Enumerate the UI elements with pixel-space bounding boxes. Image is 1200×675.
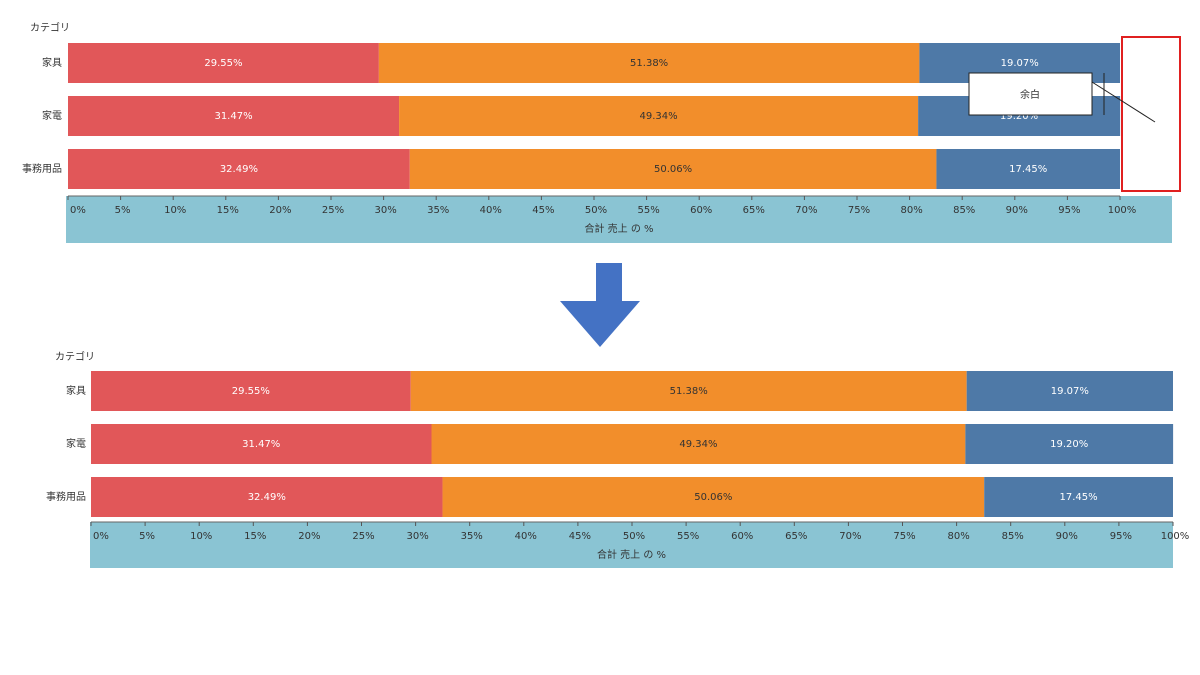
bar-segment [378,43,920,83]
x-tick-label: 20% [298,531,320,542]
bar-segment [409,149,937,189]
x-axis-title: 合計 売上 の % [584,222,653,235]
x-tick-label: 35% [427,205,449,216]
value-label: 19.07% [1001,58,1039,69]
category-label: 事務用品 [46,490,86,503]
bar-segment [68,149,410,189]
value-label: 50.06% [694,492,732,503]
x-tick-label: 15% [217,205,239,216]
x-tick-label: 10% [190,531,212,542]
value-label: 17.45% [1060,492,1098,503]
x-tick-label: 50% [623,531,645,542]
x-tick-label: 95% [1058,205,1080,216]
x-tick-label: 0% [93,531,109,542]
x-tick-label: 70% [795,205,817,216]
bar-segment [68,43,379,83]
x-tick-label: 90% [1056,531,1078,542]
x-tick-label: 55% [637,205,659,216]
value-label: 32.49% [220,164,258,175]
value-label: 31.47% [214,111,252,122]
x-tick-label: 25% [322,205,344,216]
x-tick-label: 60% [731,531,753,542]
x-tick-label: 85% [953,205,975,216]
value-label: 49.34% [679,439,717,450]
annotation-text: 余白 [1020,88,1040,101]
callout-line [1091,81,1156,123]
margin-highlight [1121,36,1181,192]
x-tick-label: 40% [515,531,537,542]
axis-band [66,196,1172,243]
arrow-shaft [596,263,622,301]
value-label: 19.07% [1051,386,1089,397]
value-label: 19.20% [1000,111,1038,122]
bar-segment [431,424,966,464]
x-tick-label: 45% [532,205,554,216]
x-tick-label: 5% [139,531,155,542]
value-label: 51.38% [630,58,668,69]
bar-segment [965,424,1174,464]
x-tick-label: 80% [900,205,922,216]
x-tick-label: 10% [164,205,186,216]
category-label: 家電 [66,437,86,450]
x-tick-label: 15% [244,531,266,542]
value-label: 32.49% [248,492,286,503]
x-tick-label: 55% [677,531,699,542]
bar-segment [399,96,919,136]
x-tick-label: 65% [743,205,765,216]
bar-segment [410,371,967,411]
x-tick-label: 20% [269,205,291,216]
value-label: 50.06% [654,164,692,175]
category-header: カテゴリ [55,350,95,363]
x-axis-title: 合計 売上 の % [597,548,666,561]
bar-segment [68,96,400,136]
x-tick-label: 95% [1110,531,1132,542]
x-tick-label: 100% [1108,205,1137,216]
x-tick-label: 50% [585,205,607,216]
category-label: 事務用品 [22,162,62,175]
x-tick-label: 90% [1006,205,1028,216]
bar-segment [91,424,432,464]
value-label: 49.34% [640,111,678,122]
x-tick-label: 75% [893,531,915,542]
x-tick-label: 30% [374,205,396,216]
value-label: 31.47% [242,439,280,450]
x-tick-label: 0% [70,205,86,216]
x-tick-label: 45% [569,531,591,542]
x-tick-label: 70% [839,531,861,542]
x-tick-label: 40% [480,205,502,216]
x-tick-label: 25% [352,531,374,542]
bar-segment [91,371,411,411]
value-label: 29.55% [232,386,270,397]
x-tick-label: 35% [461,531,483,542]
x-tick-label: 80% [947,531,969,542]
bar-segment [91,477,443,517]
arrow-head [560,301,640,347]
bar-segment [984,477,1173,517]
x-tick-label: 65% [785,531,807,542]
bar-segment [966,371,1173,411]
x-tick-label: 75% [848,205,870,216]
x-tick-label: 5% [115,205,131,216]
category-header: カテゴリ [30,21,70,34]
bar-segment [936,149,1120,189]
value-label: 17.45% [1009,164,1047,175]
x-tick-label: 100% [1161,531,1190,542]
bar-segment [442,477,985,517]
annotation-box [968,72,1093,116]
x-tick-label: 30% [406,531,428,542]
value-label: 29.55% [204,58,242,69]
category-label: 家電 [42,109,62,122]
axis-band [90,522,1173,568]
category-label: 家具 [42,56,62,69]
category-label: 家具 [66,384,86,397]
value-label: 19.20% [1050,439,1088,450]
value-label: 51.38% [670,386,708,397]
x-tick-label: 85% [1002,531,1024,542]
x-tick-label: 60% [690,205,712,216]
